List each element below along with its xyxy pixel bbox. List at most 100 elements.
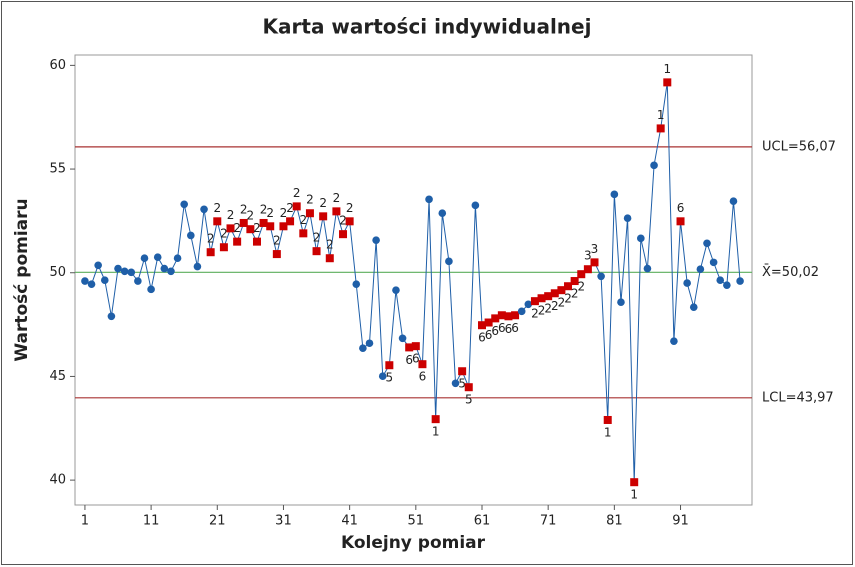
- data-point: [372, 236, 380, 244]
- flag-label: 6: [511, 321, 519, 335]
- flagged-point: [385, 361, 394, 370]
- flagged-point: [418, 360, 427, 369]
- data-point: [643, 264, 652, 273]
- flag-label: 2: [273, 234, 281, 248]
- flag-label: 6: [478, 331, 486, 345]
- data-point: [127, 268, 136, 277]
- flag-label: 2: [577, 280, 585, 294]
- flagged-point: [312, 247, 321, 256]
- flagged-point: [464, 383, 473, 392]
- flag-label: 2: [240, 202, 248, 216]
- data-point: [398, 334, 407, 343]
- flagged-point: [603, 415, 612, 424]
- flag-label: 2: [551, 299, 559, 313]
- flag-label: 6: [491, 324, 499, 338]
- flag-label: 3: [591, 242, 599, 256]
- flag-label: 1: [432, 425, 440, 439]
- flag-label: 2: [293, 186, 301, 200]
- flagged-point: [590, 258, 599, 267]
- y-tick-label: 45: [49, 369, 66, 384]
- x-tick-label: 51: [408, 514, 425, 529]
- flag-label: 2: [346, 201, 354, 215]
- flagged-point: [411, 342, 420, 351]
- flagged-point: [577, 270, 586, 279]
- data-point: [173, 254, 182, 263]
- flagged-point: [339, 230, 348, 239]
- flag-label: 2: [558, 296, 566, 310]
- flagged-point: [630, 478, 639, 487]
- flagged-point: [583, 265, 592, 274]
- limit-label: LCL=43,97: [762, 390, 834, 405]
- x-tick-label: 41: [341, 514, 358, 529]
- limit-label: UCL=56,07: [762, 139, 836, 154]
- flagged-point: [226, 224, 235, 233]
- flagged-point: [252, 237, 261, 246]
- x-tick-label: 1: [81, 514, 89, 529]
- data-point: [610, 190, 619, 199]
- flag-label: 6: [405, 353, 413, 367]
- flag-label: 1: [604, 425, 612, 439]
- flag-label: 2: [260, 202, 268, 216]
- flagged-point: [564, 282, 573, 291]
- data-point: [723, 281, 731, 289]
- flagged-point: [504, 312, 513, 321]
- flag-label: 2: [299, 213, 307, 227]
- data-point: [153, 253, 162, 261]
- x-tick-label: 81: [606, 514, 623, 529]
- flagged-point: [325, 254, 334, 263]
- flagged-point: [272, 250, 281, 259]
- data-point: [709, 258, 718, 267]
- flag-label: 6: [677, 201, 685, 215]
- data-point: [100, 276, 109, 285]
- data-point: [670, 337, 678, 345]
- data-point: [683, 279, 691, 287]
- flag-label: 1: [657, 108, 665, 122]
- data-point: [107, 312, 116, 321]
- flag-label: 2: [253, 221, 261, 235]
- x-tick-label: 61: [474, 514, 491, 529]
- flag-label: 2: [220, 227, 228, 241]
- flag-label: 2: [213, 201, 221, 215]
- flagged-point: [557, 286, 566, 295]
- data-point: [623, 214, 632, 223]
- data-point: [81, 277, 89, 285]
- data-point: [180, 200, 188, 209]
- y-tick-label: 55: [49, 162, 66, 177]
- flag-label: 2: [319, 196, 327, 210]
- flagged-point: [676, 217, 685, 226]
- data-point: [445, 257, 453, 266]
- data-point: [134, 277, 142, 285]
- data-point: [524, 300, 533, 309]
- flag-label: 2: [326, 238, 334, 252]
- data-point: [471, 201, 480, 210]
- y-tick-label: 60: [49, 58, 66, 73]
- y-tick-label: 50: [49, 265, 66, 280]
- flagged-point: [491, 314, 500, 323]
- flagged-point: [458, 367, 467, 376]
- data-point: [650, 161, 658, 170]
- flagged-point: [213, 217, 222, 226]
- flag-label: 2: [286, 201, 294, 215]
- flagged-point: [292, 202, 301, 211]
- chart-title: Karta wartości indywidualnej: [263, 15, 592, 39]
- flagged-point: [405, 343, 414, 352]
- flagged-point: [286, 217, 295, 226]
- flag-label: 2: [233, 221, 241, 235]
- flagged-point: [530, 297, 539, 306]
- flagged-point: [656, 124, 665, 133]
- flag-label: 2: [207, 232, 215, 246]
- flag-label: 2: [280, 206, 288, 220]
- x-tick-label: 11: [143, 514, 160, 529]
- data-point: [352, 280, 361, 288]
- flag-label: 2: [247, 209, 255, 223]
- x-tick-label: 71: [540, 514, 557, 529]
- data-point: [140, 254, 149, 263]
- flagged-point: [544, 292, 553, 301]
- flagged-point: [477, 321, 486, 330]
- flagged-point: [206, 248, 215, 257]
- data-point: [160, 264, 169, 273]
- data-point: [365, 339, 374, 348]
- data-point: [359, 344, 367, 353]
